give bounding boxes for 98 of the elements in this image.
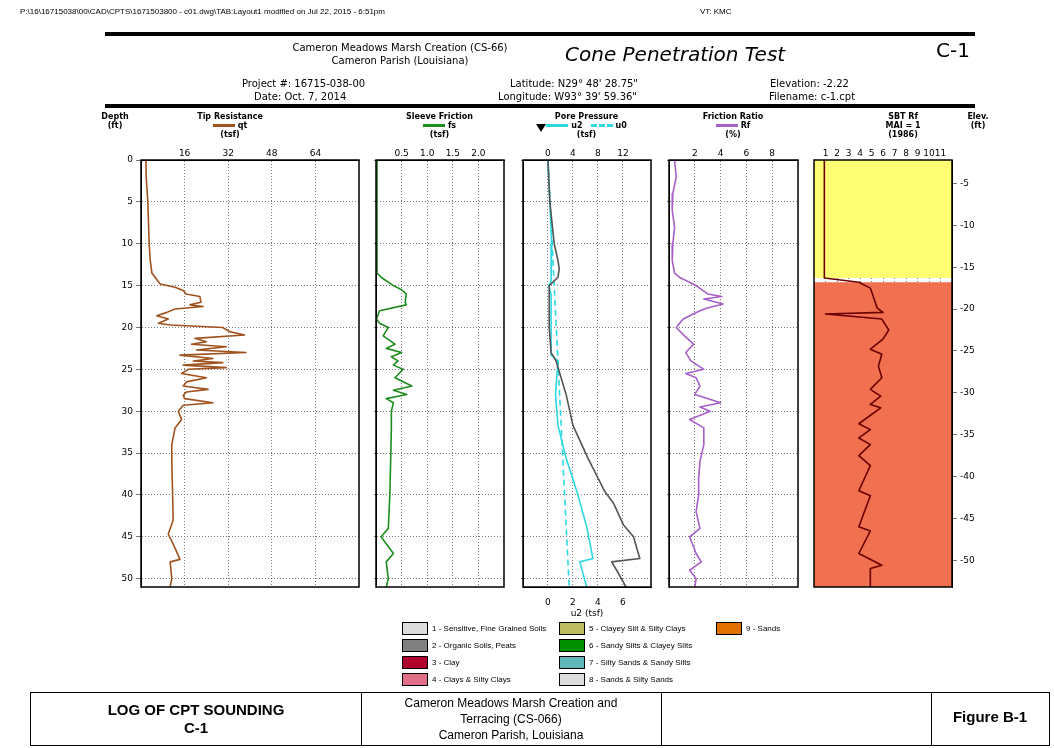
y-tick-label: -10 <box>960 219 975 230</box>
x-tick-label: 10 <box>923 147 935 158</box>
category-label: 3 - Clay <box>432 658 460 667</box>
x-tick-label: 0 <box>545 147 552 158</box>
y-tick-label: 20 <box>121 321 134 332</box>
x-axis-title: (%) <box>724 130 742 139</box>
legend-label: qt <box>237 121 248 130</box>
x-tick-label: 6 <box>743 147 750 158</box>
chart-title: Sleeve Friction <box>405 112 474 121</box>
y-tick-label: -45 <box>960 512 975 523</box>
chart-title: Tip Resistance <box>197 112 263 121</box>
text: C-1 <box>936 38 970 62</box>
x-axis-title: (1986) <box>887 130 919 139</box>
category-label: 5 - Clayey Silt & Silty Clays <box>589 624 686 633</box>
category-label: 1 - Sensitive, Fine Grained Soils <box>432 624 547 633</box>
text: Cone Penetration Test <box>565 42 786 66</box>
text: Cameron Meadows Marsh Creation (CS-66) <box>291 42 509 54</box>
y-tick-label: -50 <box>960 554 975 565</box>
y-tick-label: 40 <box>121 489 134 500</box>
text: C-1 <box>182 719 210 737</box>
chart-title: Pore Pressure <box>553 112 620 121</box>
y-tick-label: 50 <box>121 572 134 583</box>
y-tick-label: 35 <box>121 447 133 458</box>
x-tick-label: 64 <box>309 147 322 158</box>
x-axis-title: (tsf) <box>219 130 240 139</box>
text: Figure B-1 <box>951 708 1029 725</box>
text: P:\16\16715038\00\CAD\CPTS\1671503800 - c01.dwg\TAB:Layout1 modified on Jul 22, 2015 - 6:51pm <box>20 6 385 18</box>
x-tick-label: 9 <box>914 147 921 158</box>
y-tick-label: -15 <box>960 261 975 272</box>
x2-axis-title: u2 (tsf) <box>570 607 604 618</box>
y-tick-label: 10 <box>121 238 134 249</box>
y-tick-label: 5 <box>127 196 133 207</box>
x-tick-label: 11 <box>934 147 947 158</box>
x-tick-label: 1 <box>822 147 829 158</box>
legend-label: u0 <box>615 121 627 130</box>
x2-tick-label: 4 <box>595 596 602 607</box>
x-tick-label: 2 <box>834 147 840 158</box>
text: Cameron Meadows Marsh Creation and <box>403 695 619 711</box>
x-tick-label: 8 <box>903 147 910 158</box>
x-tick-label: 4 <box>570 147 577 158</box>
x-tick-label: 6 <box>880 147 887 158</box>
text: Project #: 16715-038-00 <box>242 78 366 90</box>
y-axis-title: Elev. (ft) <box>966 112 990 130</box>
x-tick-label: 7 <box>891 147 898 158</box>
chart-subtitle: MAI = 1 <box>885 121 921 130</box>
text: Terracing (CS-066) <box>459 711 563 727</box>
x-tick-label: 1.0 <box>420 147 435 158</box>
legend-label: fs <box>447 121 457 130</box>
text: Cameron Parish (Louisiana) <box>330 55 470 67</box>
text: Latitude: N29° 48' 28.75" <box>510 78 638 90</box>
x-tick-label: 2.0 <box>471 147 486 158</box>
x2-tick-label: 2 <box>570 596 576 607</box>
category-label: 6 - Sandy Silts & Clayey Silts <box>589 641 693 650</box>
text: Date: Oct. 7, 2014 <box>254 91 347 103</box>
y-tick-label: 0 <box>127 154 134 165</box>
category-label: 2 - Organic Soils, Peats <box>432 641 517 650</box>
x-tick-label: 5 <box>868 147 875 158</box>
text: Longitude: W93° 39' 59.36" <box>498 91 637 103</box>
x-tick-label: 32 <box>222 147 234 158</box>
x-tick-label: 16 <box>178 147 191 158</box>
y-tick-label: -20 <box>960 303 975 314</box>
y-tick-label: -40 <box>960 470 975 481</box>
category-label: 8 - Sands & Silty Sands <box>589 675 674 684</box>
y-tick-label: 45 <box>121 531 133 542</box>
y-tick-label: 15 <box>121 279 133 290</box>
y-tick-label: 30 <box>121 405 134 416</box>
text: Elevation: -2.22 <box>770 78 849 90</box>
y-tick-label: -5 <box>960 177 969 188</box>
y-tick-label: -35 <box>960 428 975 439</box>
chart-title: SBT Rf <box>888 112 918 121</box>
x-tick-label: 8 <box>769 147 776 158</box>
y-tick-label: 25 <box>121 363 133 374</box>
x-axis-title: (tsf) <box>575 130 598 139</box>
x-tick-label: 4 <box>717 147 724 158</box>
x2-tick-label: 6 <box>620 596 627 607</box>
y-tick-label: -25 <box>960 345 975 356</box>
text: Cameron Parish, Louisiana <box>437 727 585 743</box>
legend-label: Rf <box>740 121 751 130</box>
x-tick-label: 48 <box>266 147 278 158</box>
category-label: 9 - Sands <box>746 624 781 633</box>
category-label: 7 - Silty Sands & Sandy Silts <box>589 658 691 667</box>
x-tick-label: 2 <box>691 147 698 158</box>
x2-tick-label: 0 <box>545 596 552 607</box>
chart-title: Friction Ratio <box>701 112 765 121</box>
x-tick-label: 0.5 <box>394 147 409 158</box>
text: Filename: c-1.cpt <box>769 91 856 103</box>
legend-label: u2 <box>571 121 583 130</box>
x-tick-label: 1.5 <box>445 147 460 158</box>
x-tick-label: 3 <box>845 147 852 158</box>
y-axis-title: Depth (ft) <box>100 112 130 130</box>
x-axis-title: (tsf) <box>428 130 451 139</box>
x-tick-label: 12 <box>617 147 629 158</box>
category-label: 4 - Clays & Silty Clays <box>432 675 511 684</box>
x-tick-label: 4 <box>857 147 864 158</box>
text: LOG OF CPT SOUNDING <box>106 701 286 719</box>
y-tick-label: -30 <box>960 387 975 398</box>
x-tick-label: 8 <box>595 147 602 158</box>
text: VT: KMC <box>700 6 732 18</box>
